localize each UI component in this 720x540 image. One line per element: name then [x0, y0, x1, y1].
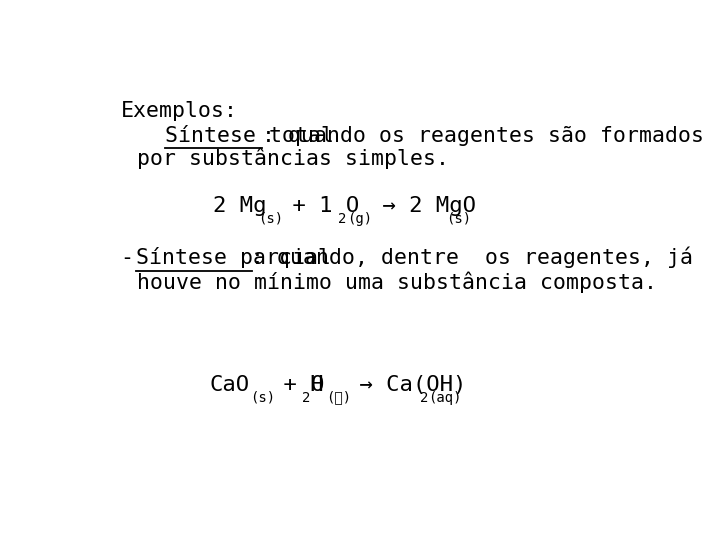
Text: : quando, dentre  os reagentes, já: : quando, dentre os reagentes, já	[251, 247, 693, 268]
Text: + 1 O: + 1 O	[279, 197, 359, 217]
Text: houve no mínimo uma substância composta.: houve no mínimo uma substância composta.	[138, 272, 657, 293]
Text: (s): (s)	[446, 212, 471, 226]
Text: CaO: CaO	[210, 375, 250, 395]
Text: -: -	[121, 248, 134, 268]
Text: + H: + H	[270, 375, 324, 395]
Text: (s): (s)	[250, 390, 275, 404]
Text: (g): (g)	[347, 212, 372, 226]
Text: (aq): (aq)	[428, 390, 462, 404]
Text: : quando os reagentes são formados: : quando os reagentes são formados	[262, 126, 704, 146]
Text: Síntese parcial: Síntese parcial	[136, 247, 330, 268]
Text: O: O	[310, 375, 324, 395]
Text: (ℓ): (ℓ)	[327, 390, 351, 404]
Text: → 2 MgO: → 2 MgO	[369, 197, 476, 217]
Text: → Ca(OH): → Ca(OH)	[346, 375, 466, 395]
Text: 2: 2	[338, 212, 346, 226]
Text: 2 Mg: 2 Mg	[213, 197, 266, 217]
Text: (s): (s)	[258, 212, 284, 226]
Text: por substâncias simples.: por substâncias simples.	[138, 148, 449, 170]
Text: 2: 2	[302, 390, 310, 404]
Text: Síntese total: Síntese total	[166, 126, 334, 146]
Text: Exemplos:: Exemplos:	[121, 101, 238, 121]
Text: 2: 2	[420, 390, 428, 404]
